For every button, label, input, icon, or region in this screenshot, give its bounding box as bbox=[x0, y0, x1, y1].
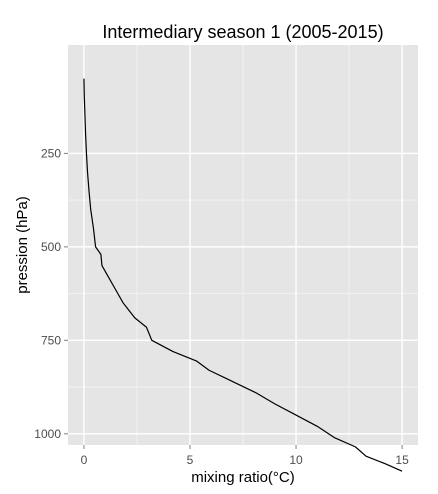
x-tick-label: 5 bbox=[187, 453, 194, 467]
y-tick-label: 750 bbox=[41, 333, 61, 347]
chart-title: Intermediary season 1 (2005-2015) bbox=[102, 22, 383, 42]
x-tick-label: 15 bbox=[395, 453, 409, 467]
y-axis: 250 500 750 1000 bbox=[34, 146, 68, 441]
y-tick-label: 250 bbox=[41, 146, 61, 160]
x-axis: 0 5 10 15 bbox=[81, 445, 409, 467]
x-tick-label: 10 bbox=[289, 453, 303, 467]
y-axis-title: pression (hPa) bbox=[14, 196, 31, 294]
y-tick-label: 1000 bbox=[34, 427, 61, 441]
series-line-0 bbox=[83, 78, 403, 472]
major-grid bbox=[68, 45, 418, 445]
x-tick-label: 0 bbox=[81, 453, 88, 467]
x-axis-title: mixing ratio(°C) bbox=[191, 469, 295, 486]
y-tick-label: 500 bbox=[41, 240, 61, 254]
series-layer bbox=[83, 78, 403, 472]
